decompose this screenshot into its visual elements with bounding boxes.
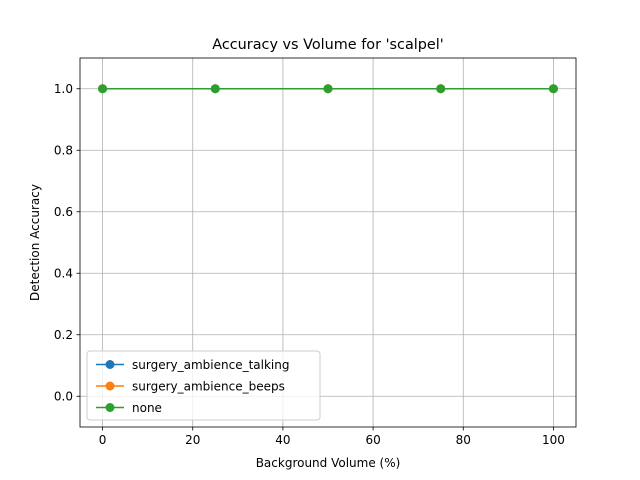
legend-marker (105, 403, 115, 412)
x-tick-label: 80 (456, 433, 471, 447)
y-tick-label: 0.4 (54, 267, 73, 281)
series-none (98, 84, 558, 94)
x-tick-label: 100 (542, 433, 565, 447)
y-tick-label: 0.6 (54, 205, 73, 219)
tick-layer: 0 20 40 60 80 100 0.0 0.2 0.4 0.6 0.8 1.0 (54, 82, 565, 447)
legend-entry: surgery_ambience_talking (96, 358, 289, 372)
x-axis-label: Background Volume (%) (256, 456, 401, 470)
legend-label: surgery_ambience_talking (132, 358, 289, 372)
x-tick-label: 20 (185, 433, 200, 447)
legend: surgery_ambience_talking surgery_ambience… (86, 350, 321, 421)
legend-marker (105, 360, 115, 369)
plot-frame (79, 57, 577, 428)
legend-marker (105, 381, 115, 391)
grid-layer (80, 58, 576, 427)
legend-label: none (132, 401, 162, 415)
legend-box (86, 350, 321, 421)
y-tick-label: 0.8 (54, 144, 73, 158)
legend-label: surgery_ambience_beeps (132, 379, 285, 393)
y-tick-label: 0.0 (54, 390, 73, 404)
y-axis-label: Detection Accuracy (28, 184, 42, 301)
x-tick-label: 40 (275, 433, 290, 447)
x-tick-label: 0 (99, 433, 107, 447)
data-point (210, 84, 220, 94)
chart-title: Accuracy vs Volume for 'scalpel' (212, 37, 443, 53)
data-point (98, 84, 108, 94)
y-tick-label: 1.0 (54, 82, 73, 96)
series-layer (98, 84, 558, 94)
y-tick-label: 0.2 (54, 328, 73, 342)
data-point (548, 84, 558, 94)
data-point (323, 84, 333, 94)
legend-entry: surgery_ambience_beeps (96, 379, 285, 393)
legend-entry: none (96, 401, 162, 415)
x-tick-label: 60 (365, 433, 380, 447)
data-point (436, 84, 446, 94)
